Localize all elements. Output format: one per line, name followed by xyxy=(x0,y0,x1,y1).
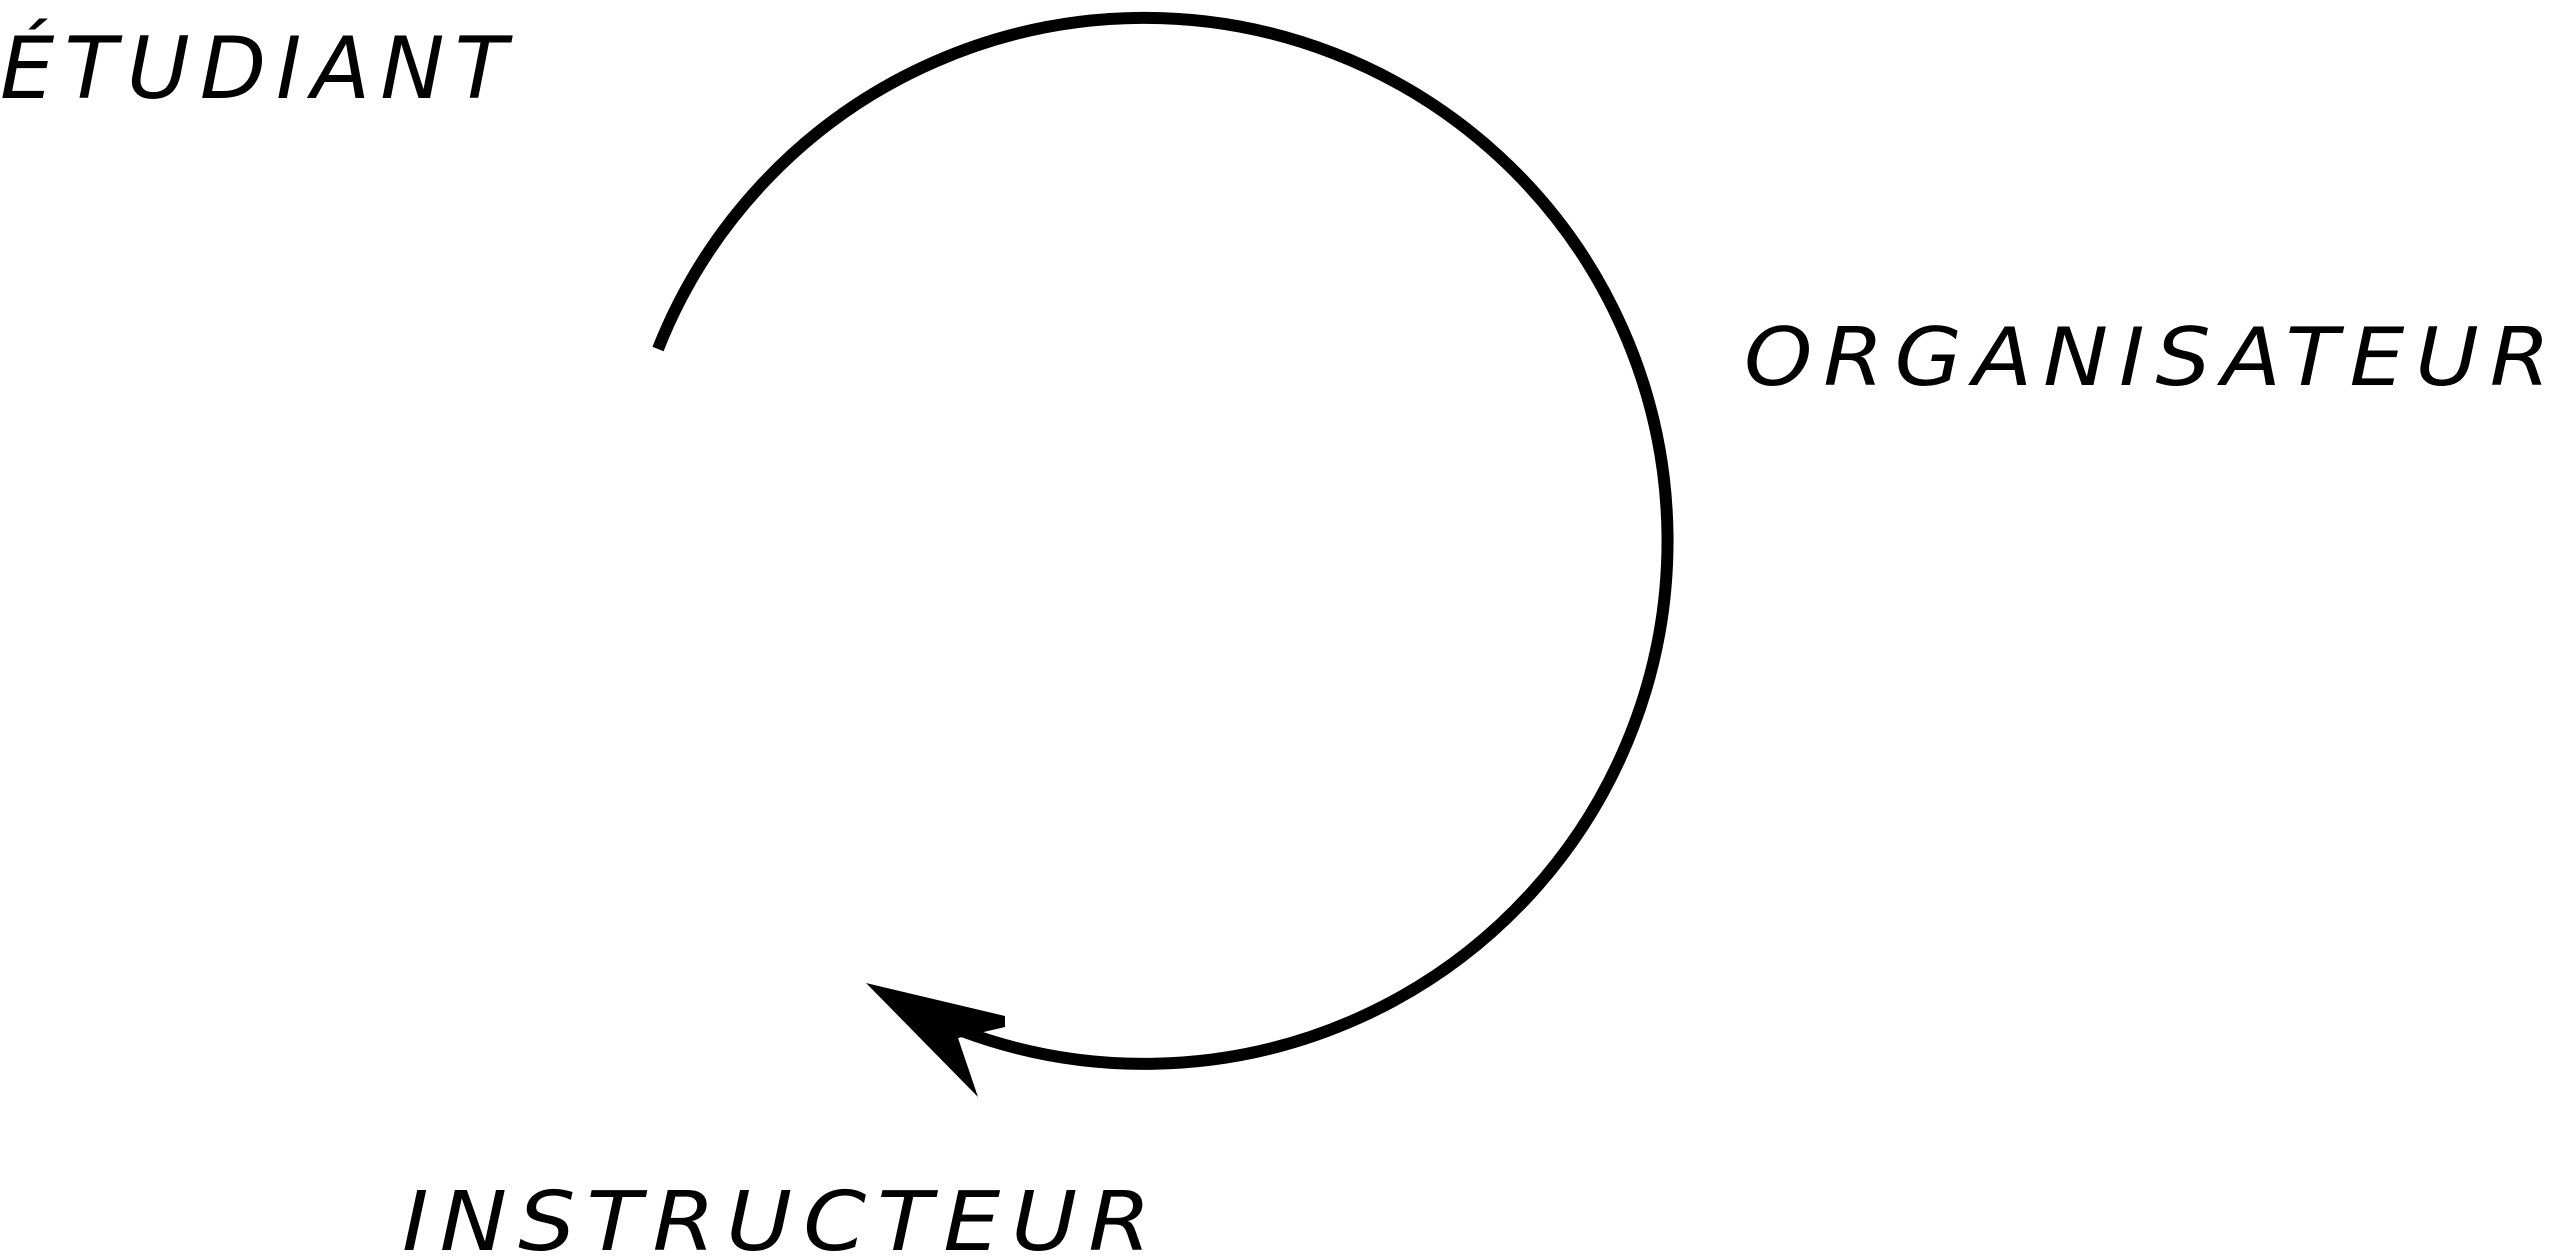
label-organisateur: ORGANISATEUR xyxy=(1744,311,2561,404)
label-etudiant: ÉTUDIANT xyxy=(0,18,517,119)
label-instructeur: INSTRUCTEUR xyxy=(402,1175,1162,1256)
cycle-arc xyxy=(658,18,1668,1064)
